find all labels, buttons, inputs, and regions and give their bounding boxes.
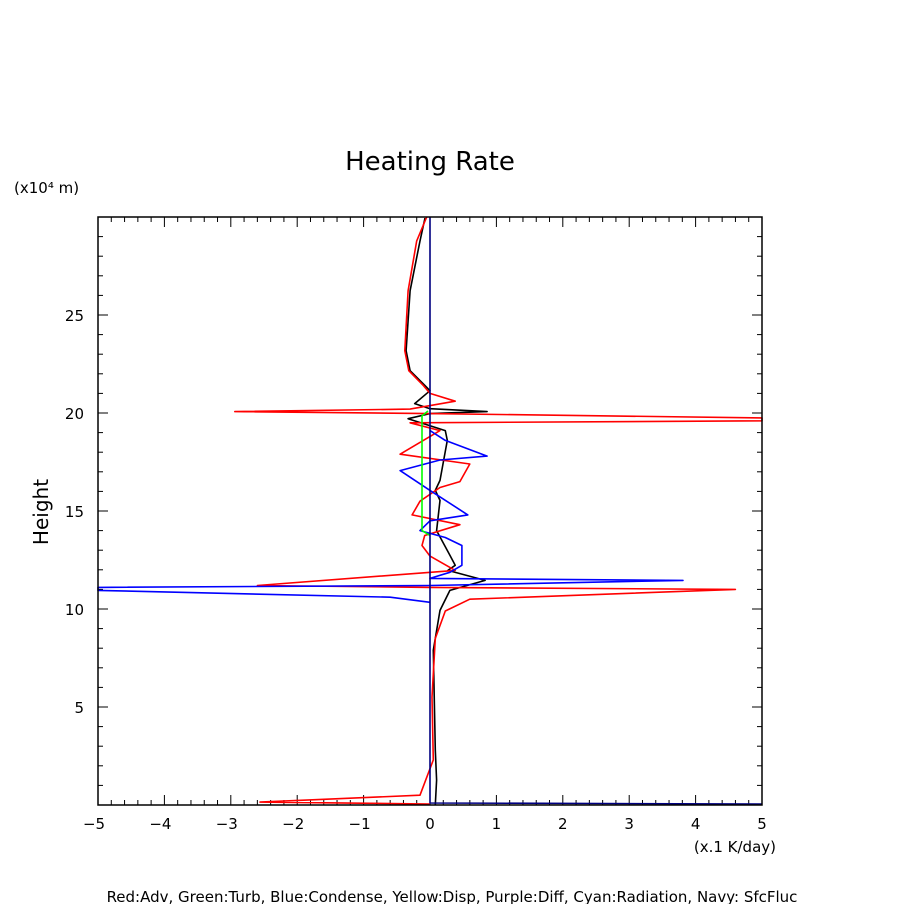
x-tick-label: 4 bbox=[691, 815, 701, 833]
y-unit-label: (x10⁴ m) bbox=[14, 179, 79, 197]
plot-frame bbox=[97, 216, 763, 806]
y-tick-label: 15 bbox=[65, 503, 84, 521]
y-tick-label: 5 bbox=[74, 699, 84, 717]
chart-title: Heating Rate bbox=[345, 147, 515, 177]
y-axis-label: Height bbox=[29, 479, 53, 545]
series-sfcfluc bbox=[429, 217, 763, 805]
x-tick-label: −2 bbox=[282, 815, 304, 833]
y-tick-label: 20 bbox=[65, 405, 84, 423]
x-axis-label: (x.1 K/day) bbox=[694, 838, 776, 856]
x-tick-label: 3 bbox=[624, 815, 634, 833]
x-tick-label: 0 bbox=[425, 815, 435, 833]
y-tick-label: 10 bbox=[65, 601, 84, 619]
x-tick-label: 5 bbox=[757, 815, 767, 833]
series-total bbox=[405, 217, 488, 806]
y-tick-label: 25 bbox=[65, 307, 84, 325]
x-tick-label: −3 bbox=[216, 815, 238, 833]
legend-text: Red:Adv, Green:Turb, Blue:Condense, Yell… bbox=[107, 888, 798, 904]
x-tick-label: −5 bbox=[83, 815, 105, 833]
x-tick-label: −4 bbox=[149, 815, 171, 833]
x-tick-label: 1 bbox=[492, 815, 502, 833]
series-adv bbox=[234, 216, 763, 805]
series-turb bbox=[421, 410, 431, 537]
x-tick-label: 2 bbox=[558, 815, 568, 833]
series-condense bbox=[97, 429, 684, 604]
x-tick-label: −1 bbox=[349, 815, 371, 833]
